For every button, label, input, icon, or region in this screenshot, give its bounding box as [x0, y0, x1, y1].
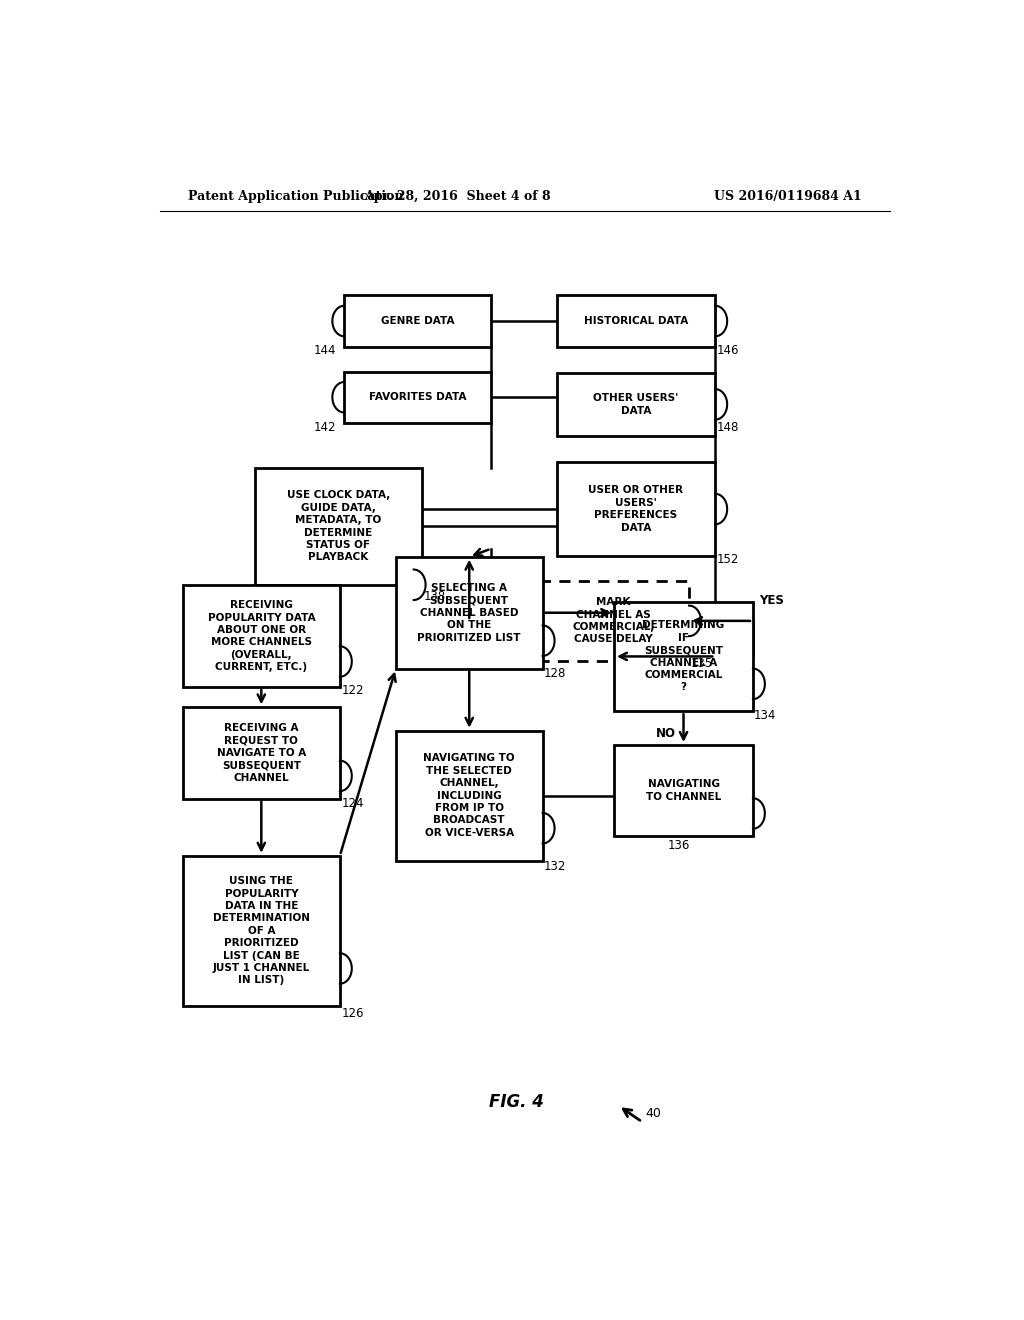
Bar [396, 731, 543, 861]
Text: 144: 144 [313, 345, 336, 358]
Text: 40: 40 [645, 1107, 662, 1121]
Text: RECEIVING
POPULARITY DATA
ABOUT ONE OR
MORE CHANNELS
(OVERALL,
CURRENT, ETC.): RECEIVING POPULARITY DATA ABOUT ONE OR M… [208, 601, 315, 672]
Bar [182, 585, 340, 686]
Text: 128: 128 [544, 667, 566, 680]
Text: HISTORICAL DATA: HISTORICAL DATA [584, 315, 688, 326]
Bar [344, 372, 492, 422]
Text: NO: NO [656, 726, 676, 739]
Bar [396, 557, 543, 669]
Text: USING THE
POPULARITY
DATA IN THE
DETERMINATION
OF A
PRIORITIZED
LIST (CAN BE
JUS: USING THE POPULARITY DATA IN THE DETERMI… [213, 876, 310, 986]
Text: 124: 124 [341, 797, 364, 809]
Text: Patent Application Publication: Patent Application Publication [187, 190, 403, 202]
Text: Apr. 28, 2016  Sheet 4 of 8: Apr. 28, 2016 Sheet 4 of 8 [364, 190, 551, 202]
Text: DETERMINING
IF
SUBSEQUENT
CHANNEL A
COMMERCIAL
?: DETERMINING IF SUBSEQUENT CHANNEL A COMM… [642, 620, 725, 693]
Text: FIG. 4: FIG. 4 [489, 1093, 545, 1110]
Bar [182, 708, 340, 799]
Text: FAVORITES DATA: FAVORITES DATA [369, 392, 466, 403]
Bar [557, 462, 716, 556]
Text: 138: 138 [423, 590, 445, 603]
Bar [614, 602, 753, 711]
Bar [614, 744, 753, 837]
Bar [557, 372, 716, 436]
Text: 134: 134 [754, 709, 776, 722]
Text: NAVIGATING TO
THE SELECTED
CHANNEL,
INCLUDING
FROM IP TO
BROADCAST
OR VICE-VERSA: NAVIGATING TO THE SELECTED CHANNEL, INCL… [424, 754, 515, 838]
Bar [182, 855, 340, 1006]
Text: 146: 146 [717, 345, 739, 358]
Bar [344, 294, 492, 347]
Text: NAVIGATING
TO CHANNEL: NAVIGATING TO CHANNEL [646, 779, 721, 801]
Bar [557, 294, 716, 347]
Text: OTHER USERS'
DATA: OTHER USERS' DATA [593, 393, 679, 416]
Text: 136: 136 [668, 840, 690, 853]
Text: USER OR OTHER
USERS'
PREFERENCES
DATA: USER OR OTHER USERS' PREFERENCES DATA [589, 486, 683, 533]
Text: 148: 148 [717, 421, 739, 434]
Bar [539, 581, 689, 660]
Text: 132: 132 [544, 859, 566, 873]
Text: 122: 122 [341, 684, 364, 697]
Text: 135: 135 [690, 657, 713, 671]
Text: GENRE DATA: GENRE DATA [381, 315, 455, 326]
Bar [255, 467, 422, 585]
Text: 152: 152 [717, 553, 739, 566]
Text: MARK
CHANNEL AS
COMMERCIAL,
CAUSE DELAY: MARK CHANNEL AS COMMERCIAL, CAUSE DELAY [572, 597, 655, 644]
Text: SELECTING A
SUBSEQUENT
CHANNEL BASED
ON THE
PRIORITIZED LIST: SELECTING A SUBSEQUENT CHANNEL BASED ON … [418, 583, 521, 643]
Text: 126: 126 [341, 1007, 364, 1020]
Text: YES: YES [760, 594, 784, 607]
Text: USE CLOCK DATA,
GUIDE DATA,
METADATA, TO
DETERMINE
STATUS OF
PLAYBACK: USE CLOCK DATA, GUIDE DATA, METADATA, TO… [287, 490, 390, 562]
Text: 142: 142 [313, 421, 336, 434]
Text: RECEIVING A
REQUEST TO
NAVIGATE TO A
SUBSEQUENT
CHANNEL: RECEIVING A REQUEST TO NAVIGATE TO A SUB… [217, 723, 306, 783]
Text: US 2016/0119684 A1: US 2016/0119684 A1 [715, 190, 862, 202]
